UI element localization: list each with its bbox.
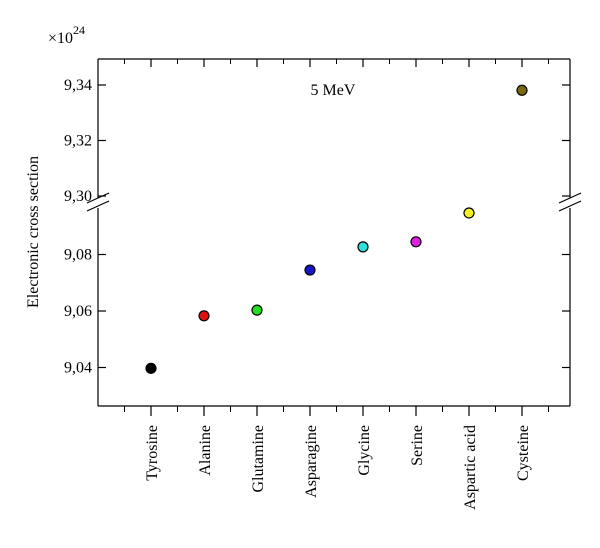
category-label: Alanine <box>197 425 214 476</box>
data-point-serine <box>410 236 422 248</box>
data-point-asparagine <box>304 264 316 276</box>
data-point-alanine <box>198 310 210 322</box>
category-labels: Tyrosine Alanine Glutamine Asparagine Glycin… <box>144 425 532 510</box>
y-axis-title: Electronic cross section <box>25 156 42 308</box>
category-label: Tyrosine <box>144 425 161 481</box>
chart-annotation: 5 MeV <box>311 82 356 99</box>
data-point-aspartic-acid <box>463 207 475 219</box>
y-multiplier-exponent: 24 <box>73 23 85 37</box>
y-tick-label: 9,34 <box>64 77 92 94</box>
data-point-glutamine <box>251 304 263 316</box>
plot-frame <box>97 58 571 407</box>
data-points <box>145 84 528 374</box>
category-label: Serine <box>409 425 426 466</box>
y-tick-label: 9,08 <box>64 247 92 264</box>
data-point-glycine <box>357 241 369 253</box>
y-tick-label: 9,32 <box>64 133 92 150</box>
category-label: Glutamine <box>250 425 267 493</box>
data-point-cysteine <box>516 84 528 96</box>
category-label: Aspartic acid <box>462 425 479 510</box>
y-tick-label: 9,04 <box>64 360 92 377</box>
category-label: Asparagine <box>303 425 320 498</box>
x-ticks <box>124 59 549 416</box>
data-point-tyrosine <box>145 362 157 374</box>
right-axis-break <box>558 192 582 212</box>
y-ticks: 9,04 9,06 9,08 9,30 9,32 9,34 <box>64 77 570 377</box>
left-axis-break <box>86 192 110 212</box>
y-multiplier: ×1024 <box>48 23 85 47</box>
y-tick-label: 9,30 <box>64 188 92 205</box>
category-label: Glycine <box>356 425 373 476</box>
category-label: Cysteine <box>515 425 532 481</box>
y-tick-label: 9,06 <box>64 303 92 320</box>
axis-break-marks <box>86 192 582 212</box>
y-multiplier-base: ×10 <box>48 30 73 47</box>
